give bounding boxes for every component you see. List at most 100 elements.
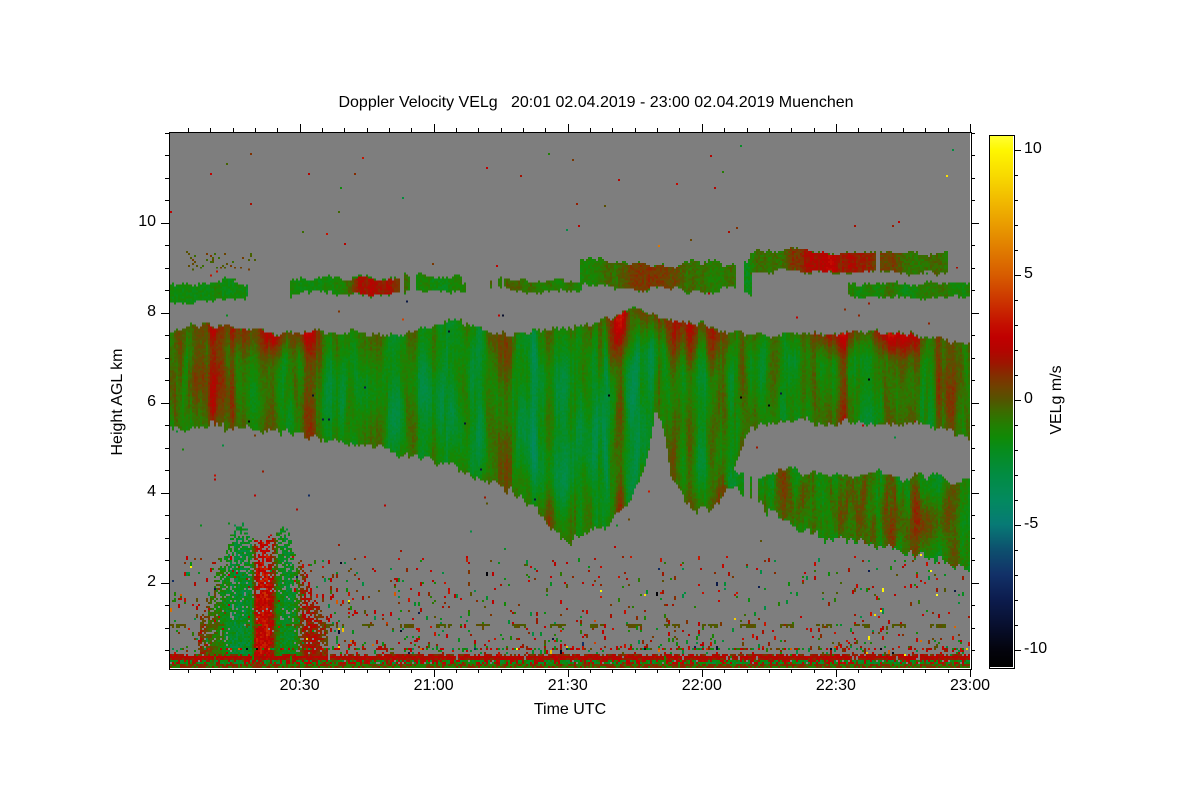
y-axis-minor-tick — [165, 515, 169, 517]
x-axis-minor-tick-top — [679, 128, 681, 132]
x-axis-minor-tick-top — [634, 128, 636, 132]
colorbar-tick-label: 0 — [1024, 389, 1033, 407]
x-axis-major-tick-top — [299, 124, 301, 132]
y-axis-title: Height AGL km — [109, 348, 126, 456]
x-axis-minor-tick — [388, 669, 390, 673]
y-axis-minor-tick-right — [971, 245, 975, 247]
x-axis-major-tick-top — [970, 124, 971, 132]
x-axis-minor-tick — [791, 669, 793, 673]
colorbar-minor-tick — [1014, 174, 1018, 176]
y-axis-minor-tick — [165, 155, 169, 157]
x-axis-minor-tick-top — [411, 128, 413, 132]
y-tick-label: 2 — [147, 572, 156, 590]
y-axis-major-tick-right — [971, 222, 979, 224]
y-axis-minor-tick — [165, 245, 169, 247]
colorbar-major-tick — [1014, 524, 1021, 526]
x-axis-minor-tick-top — [545, 128, 547, 132]
velocity-heatmap — [170, 133, 970, 668]
y-axis-minor-tick — [165, 290, 169, 292]
y-axis-minor-tick — [165, 267, 169, 269]
x-axis-minor-tick-top — [813, 128, 815, 132]
x-axis-minor-tick — [277, 669, 279, 673]
y-tick-label: 4 — [147, 482, 156, 500]
colorbar-minor-tick — [1014, 499, 1018, 501]
y-axis-major-tick — [161, 312, 169, 314]
y-axis-major-tick — [161, 582, 169, 584]
x-axis-minor-tick — [925, 669, 927, 673]
x-axis-minor-tick-top — [724, 128, 726, 132]
colorbar-minor-tick — [1014, 224, 1018, 226]
colorbar-minor-tick — [1014, 199, 1018, 201]
x-axis-major-tick — [433, 669, 435, 677]
colorbar-major-tick — [1014, 149, 1021, 151]
x-axis-minor-tick-top — [657, 128, 659, 132]
colorbar-minor-tick — [1014, 324, 1018, 326]
x-axis-minor-tick-top — [277, 128, 279, 132]
y-axis-major-tick — [161, 222, 169, 224]
colorbar-minor-tick — [1014, 424, 1018, 426]
x-axis-major-tick-top — [835, 124, 837, 132]
y-axis-minor-tick-right — [971, 380, 975, 382]
colorbar-tick-label: 10 — [1024, 139, 1042, 157]
x-axis-minor-tick-top — [612, 128, 614, 132]
x-axis-minor-tick — [634, 669, 636, 673]
y-axis-minor-tick — [165, 380, 169, 382]
y-axis-minor-tick — [165, 177, 169, 179]
plot-frame — [169, 132, 972, 670]
x-tick-label: 21:00 — [413, 677, 454, 694]
x-axis-minor-tick — [478, 669, 480, 673]
colorbar-minor-tick — [1014, 374, 1018, 376]
y-axis-minor-tick-right — [971, 470, 975, 472]
x-tick-label: 20:30 — [279, 677, 320, 694]
x-axis-minor-tick — [858, 669, 860, 673]
y-axis-minor-tick-right — [971, 605, 975, 607]
x-axis-minor-tick-top — [232, 128, 234, 132]
x-axis-minor-tick — [813, 669, 815, 673]
y-tick-label: 6 — [147, 392, 156, 410]
y-axis-minor-tick — [165, 560, 169, 562]
y-axis-minor-tick — [165, 357, 169, 359]
x-axis-minor-tick — [210, 669, 212, 673]
x-axis-minor-tick — [880, 669, 882, 673]
x-axis-minor-tick-top — [791, 128, 793, 132]
colorbar-frame — [989, 135, 1015, 669]
colorbar-tick-label: -5 — [1024, 514, 1039, 532]
x-axis-minor-tick-top — [768, 128, 770, 132]
x-axis-minor-tick — [411, 669, 413, 673]
colorbar-tick-label: 5 — [1024, 264, 1033, 282]
x-axis-minor-tick — [746, 669, 748, 673]
y-tick-label: 10 — [138, 212, 156, 230]
x-axis-minor-tick — [523, 669, 525, 673]
x-tick-label: 21:30 — [547, 677, 588, 694]
y-axis-minor-tick-right — [971, 133, 975, 134]
y-axis-major-tick-right — [971, 582, 979, 584]
x-axis-minor-tick-top — [210, 128, 212, 132]
x-axis-minor-tick — [500, 669, 502, 673]
x-axis-minor-tick — [366, 669, 368, 673]
y-axis-minor-tick-right — [971, 537, 975, 539]
y-axis-major-tick-right — [971, 312, 979, 314]
y-axis-minor-tick-right — [971, 627, 975, 629]
colorbar-minor-tick — [1014, 449, 1018, 451]
x-axis-minor-tick — [254, 669, 256, 673]
y-axis-major-tick — [161, 492, 169, 494]
x-axis-minor-tick — [947, 669, 949, 673]
x-axis-minor-tick-top — [902, 128, 904, 132]
colorbar-minor-tick — [1014, 249, 1018, 251]
y-axis-minor-tick-right — [971, 650, 975, 652]
x-axis-minor-tick-top — [523, 128, 525, 132]
y-axis-minor-tick-right — [971, 357, 975, 359]
y-tick-label: 8 — [147, 302, 156, 320]
colorbar-minor-tick — [1014, 624, 1018, 626]
colorbar-minor-tick — [1014, 299, 1018, 301]
x-axis-minor-tick — [590, 669, 592, 673]
y-axis-minor-tick — [165, 133, 169, 134]
y-axis-minor-tick — [165, 627, 169, 629]
x-axis-minor-tick-top — [456, 128, 458, 132]
colorbar-minor-tick — [1014, 474, 1018, 476]
x-axis-minor-tick — [545, 669, 547, 673]
colorbar-minor-tick — [1014, 599, 1018, 601]
x-axis-minor-tick-top — [858, 128, 860, 132]
y-axis-minor-tick-right — [971, 560, 975, 562]
